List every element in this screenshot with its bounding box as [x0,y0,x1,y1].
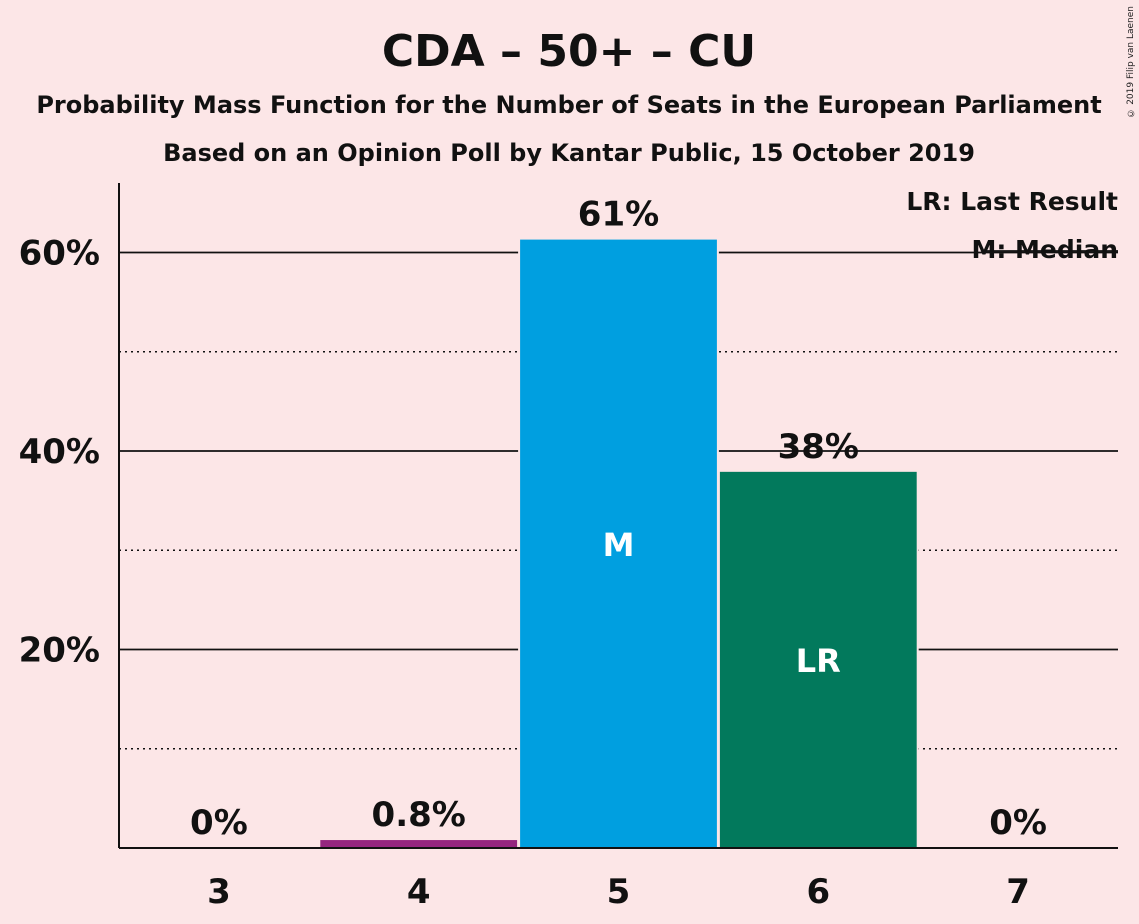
bar-4 [320,840,518,848]
chart-title: CDA – 50+ – CU [382,26,756,77]
legend-median: M: Median [971,235,1118,264]
value-label-4: 0.8% [372,795,466,835]
legend-last-result: LR: Last Result [906,187,1118,216]
value-label-5: 61% [578,195,659,235]
value-label-3: 0% [190,803,248,843]
x-tick-label-3: 3 [207,872,231,912]
x-tick-label-7: 7 [1006,872,1030,912]
x-tick-label-5: 5 [607,872,631,912]
bar-5 [520,239,717,848]
y-tick-label-40: 40% [19,432,100,472]
x-tick-label-4: 4 [407,872,431,912]
x-tick-label-6: 6 [806,872,830,912]
chart-subtitle-1: Probability Mass Function for the Number… [36,91,1101,119]
bar-mark-5: M [603,526,635,564]
bars [318,237,919,848]
y-tick-label-20: 20% [19,631,100,671]
value-label-7: 0% [989,803,1047,843]
chart-subtitle-2: Based on an Opinion Poll by Kantar Publi… [163,139,975,167]
bar-6 [719,471,917,848]
value-label-6: 38% [778,427,859,467]
y-tick-label-60: 60% [19,234,100,274]
axes [118,183,1118,849]
copyright-note: © 2019 Filip van Laenen [1126,6,1136,118]
bar-mark-6: LR [796,642,841,680]
